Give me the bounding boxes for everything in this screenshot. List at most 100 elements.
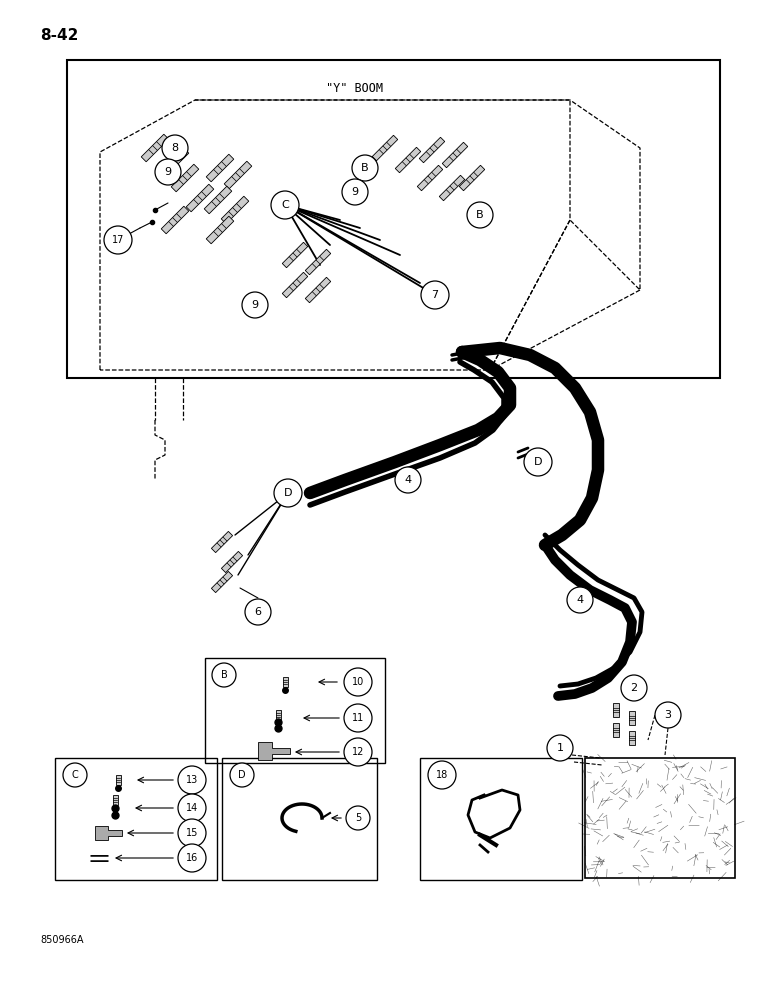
Circle shape: [342, 179, 368, 205]
Polygon shape: [211, 571, 232, 593]
Text: C: C: [72, 770, 78, 780]
Polygon shape: [417, 165, 443, 191]
Circle shape: [178, 819, 206, 847]
Circle shape: [274, 479, 302, 507]
Polygon shape: [372, 135, 398, 161]
Polygon shape: [629, 711, 635, 725]
Polygon shape: [442, 142, 468, 168]
Text: 9: 9: [165, 167, 172, 177]
Circle shape: [178, 766, 206, 794]
Text: 9: 9: [352, 187, 359, 197]
Text: D: D: [284, 488, 292, 498]
Text: C: C: [281, 200, 289, 210]
Text: 8: 8: [172, 143, 179, 153]
Polygon shape: [459, 165, 484, 191]
Text: "Y" BOOM: "Y" BOOM: [327, 82, 384, 95]
Polygon shape: [275, 710, 281, 720]
Bar: [222, 758, 377, 880]
Polygon shape: [305, 249, 331, 275]
Polygon shape: [206, 216, 234, 244]
Circle shape: [524, 448, 552, 476]
Circle shape: [344, 738, 372, 766]
Circle shape: [242, 292, 268, 318]
Text: 11: 11: [352, 713, 364, 723]
Text: B: B: [221, 670, 228, 680]
Polygon shape: [222, 551, 243, 573]
Text: 9: 9: [251, 300, 258, 310]
Circle shape: [271, 191, 299, 219]
Polygon shape: [115, 775, 120, 785]
Circle shape: [352, 155, 378, 181]
Circle shape: [178, 844, 206, 872]
Text: D: D: [534, 457, 542, 467]
Polygon shape: [172, 164, 199, 192]
Polygon shape: [206, 154, 234, 182]
Bar: [67, 60, 720, 378]
Text: B: B: [361, 163, 369, 173]
Polygon shape: [141, 134, 168, 162]
Text: 850966A: 850966A: [40, 935, 83, 945]
Polygon shape: [161, 148, 189, 176]
Polygon shape: [161, 206, 189, 234]
Text: 5: 5: [355, 813, 361, 823]
Circle shape: [212, 663, 236, 687]
Polygon shape: [613, 723, 619, 737]
Bar: [55, 758, 217, 880]
Circle shape: [162, 135, 188, 161]
Polygon shape: [222, 196, 249, 224]
Circle shape: [104, 226, 132, 254]
Circle shape: [344, 668, 372, 696]
Text: 7: 7: [431, 290, 438, 300]
Circle shape: [178, 794, 206, 822]
Text: 10: 10: [352, 677, 364, 687]
Polygon shape: [95, 826, 122, 840]
Circle shape: [395, 467, 421, 493]
Polygon shape: [420, 137, 445, 163]
Circle shape: [245, 599, 271, 625]
Text: 17: 17: [112, 235, 124, 245]
Text: 18: 18: [436, 770, 448, 780]
Circle shape: [155, 159, 181, 185]
Polygon shape: [395, 147, 420, 173]
Text: D: D: [238, 770, 246, 780]
Polygon shape: [282, 272, 308, 298]
Polygon shape: [211, 531, 232, 553]
Polygon shape: [282, 677, 288, 687]
Circle shape: [344, 704, 372, 732]
Polygon shape: [224, 161, 252, 189]
Text: 8-42: 8-42: [40, 28, 78, 43]
Circle shape: [63, 763, 87, 787]
Text: 15: 15: [186, 828, 198, 838]
Text: 16: 16: [186, 853, 198, 863]
Polygon shape: [204, 186, 232, 214]
Text: 2: 2: [630, 683, 637, 693]
Circle shape: [621, 675, 647, 701]
Circle shape: [655, 702, 681, 728]
Text: 14: 14: [186, 803, 198, 813]
Circle shape: [567, 587, 593, 613]
Text: 3: 3: [665, 710, 672, 720]
Polygon shape: [112, 795, 118, 805]
Polygon shape: [186, 184, 214, 212]
Bar: [420, 758, 582, 880]
Text: 12: 12: [352, 747, 364, 757]
Circle shape: [467, 202, 493, 228]
Polygon shape: [282, 242, 308, 268]
Text: 1: 1: [556, 743, 563, 753]
Polygon shape: [258, 742, 290, 760]
Circle shape: [428, 761, 456, 789]
Polygon shape: [629, 731, 635, 745]
Text: B: B: [476, 210, 484, 220]
Circle shape: [230, 763, 254, 787]
Bar: [585, 758, 735, 878]
Text: 4: 4: [405, 475, 412, 485]
Polygon shape: [439, 175, 465, 201]
Text: 13: 13: [186, 775, 198, 785]
Bar: [205, 658, 385, 763]
Circle shape: [547, 735, 573, 761]
Text: 4: 4: [576, 595, 583, 605]
Polygon shape: [613, 703, 619, 717]
Circle shape: [346, 806, 370, 830]
Polygon shape: [305, 277, 331, 303]
Text: 6: 6: [254, 607, 261, 617]
